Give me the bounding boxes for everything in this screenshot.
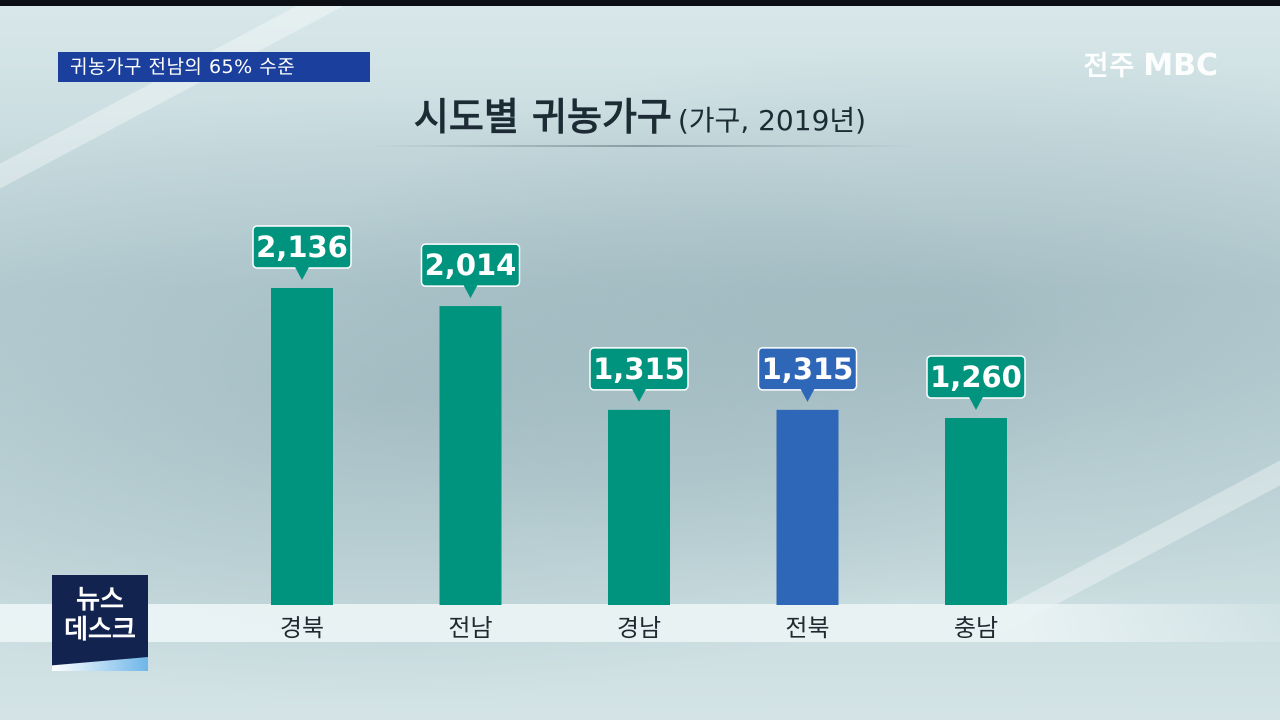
caption-tag: 귀농가구 전남의 65% 수준 bbox=[58, 52, 370, 82]
chart-title: 시도별 귀농가구 (가구, 2019년) bbox=[370, 86, 910, 146]
bar-2 bbox=[439, 306, 502, 605]
news-badge-line1: 뉴스 bbox=[76, 585, 124, 615]
category-label: 전남 bbox=[448, 614, 492, 642]
news-desk-badge: 뉴스 데스크 bbox=[52, 575, 148, 671]
value-label-pointer bbox=[632, 388, 646, 402]
bar-1 bbox=[271, 288, 333, 605]
value-label: 2,136 bbox=[256, 230, 348, 264]
title-underline bbox=[370, 145, 915, 147]
value-label: 1,315 bbox=[593, 352, 685, 386]
value-label: 2,014 bbox=[425, 248, 517, 282]
category-label: 경남 bbox=[617, 614, 661, 642]
bar-4 bbox=[776, 409, 839, 605]
category-label: 경북 bbox=[280, 614, 324, 642]
value-label: 1,260 bbox=[930, 360, 1022, 394]
chart-title-main: 시도별 귀농가구 bbox=[413, 95, 672, 139]
value-label-pointer bbox=[969, 397, 983, 411]
news-badge-line2: 데스크 bbox=[64, 615, 136, 645]
chart-title-sub: (가구, 2019년) bbox=[677, 104, 867, 137]
category-label: 충남 bbox=[954, 614, 998, 642]
bar-5 bbox=[945, 418, 1007, 605]
value-label-pointer bbox=[295, 267, 309, 280]
category-label: 전북 bbox=[785, 614, 829, 642]
category-band bbox=[0, 604, 1280, 642]
station-name: 전주 bbox=[1083, 51, 1136, 82]
value-label: 1,315 bbox=[762, 352, 854, 386]
bar-3 bbox=[608, 409, 670, 605]
brand-logo: MBC bbox=[1143, 48, 1218, 83]
station-logo: 전주 MBC bbox=[1084, 44, 1218, 83]
top-bar bbox=[0, 0, 1280, 6]
badge-stripe bbox=[52, 657, 148, 671]
value-label-pointer bbox=[800, 388, 815, 402]
value-label-pointer bbox=[463, 285, 478, 299]
